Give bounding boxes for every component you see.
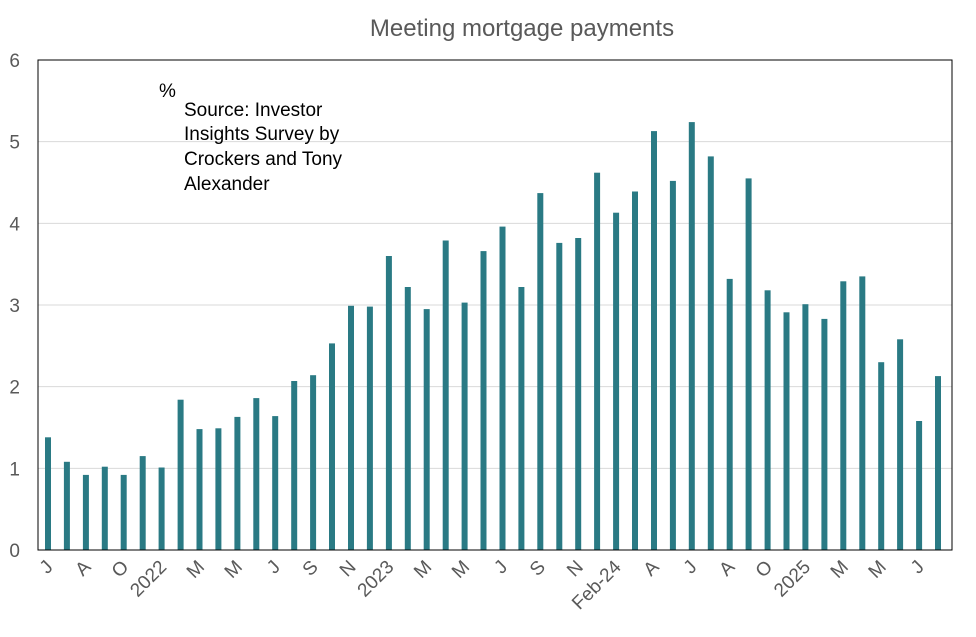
y-tick-label: 2 — [9, 378, 20, 399]
bar — [101, 466, 108, 550]
bar — [537, 193, 544, 550]
bar — [348, 305, 354, 550]
bar — [556, 242, 563, 550]
bar — [632, 191, 638, 550]
bar — [575, 238, 582, 550]
bar — [234, 416, 241, 550]
bar — [859, 276, 866, 550]
x-tick-label: N — [563, 557, 588, 582]
bars — [45, 122, 941, 550]
bar — [423, 309, 430, 550]
x-tick-label: 2025 — [770, 557, 815, 602]
bar — [404, 287, 411, 550]
y-tick-label: 1 — [9, 459, 20, 480]
bar — [499, 226, 506, 550]
y-tick-label: 0 — [9, 541, 20, 562]
y-tick-label: 5 — [9, 133, 20, 154]
bar — [177, 399, 184, 550]
bar — [329, 343, 335, 550]
bar — [707, 156, 714, 550]
bar — [935, 376, 941, 550]
bar — [726, 278, 733, 550]
chart-title: Meeting mortgage payments — [370, 15, 674, 42]
bar — [594, 172, 601, 550]
bar — [253, 398, 260, 550]
bar — [821, 318, 828, 550]
bar — [366, 306, 373, 550]
x-tick-label: M — [865, 557, 891, 583]
x-tick-label: A — [715, 556, 739, 580]
bar — [840, 281, 847, 550]
bar — [651, 131, 657, 550]
y-axis-unit-label: % — [159, 81, 176, 102]
bar — [764, 290, 771, 550]
y-tick-label: 4 — [9, 214, 20, 235]
source-note-line-1: Source: Investor — [184, 100, 323, 121]
bar — [518, 287, 525, 550]
x-tick-label: M — [827, 557, 853, 583]
bar — [878, 362, 885, 550]
bar — [272, 416, 279, 550]
x-tick-label: 2022 — [126, 557, 171, 602]
x-tick-label: O — [752, 557, 777, 582]
bar — [688, 122, 695, 550]
bar — [745, 178, 752, 550]
bar — [215, 428, 222, 550]
y-tick-label: 6 — [9, 51, 20, 72]
x-tick-label: S — [299, 557, 323, 581]
x-tick-label: M — [183, 557, 209, 583]
source-note-line-4: Alexander — [184, 174, 270, 195]
x-tick-label: M — [448, 557, 474, 583]
source-note-line-2: Insights Survey by — [184, 124, 340, 145]
bar — [897, 339, 904, 550]
source-note-line-3: Crockers and Tony — [184, 149, 343, 170]
x-tick-label: J — [907, 557, 929, 579]
y-tick-label: 3 — [9, 296, 20, 317]
bar — [613, 212, 620, 550]
bar — [480, 251, 487, 550]
x-tick-label: O — [108, 557, 133, 582]
bar — [916, 421, 923, 550]
x-tick-label: A — [640, 556, 664, 580]
x-tick-label: J — [36, 557, 58, 579]
bar — [120, 474, 127, 550]
bar — [442, 240, 449, 550]
x-tick-label: M — [410, 557, 436, 583]
bar — [45, 437, 51, 550]
plot-frame — [37, 59, 953, 551]
bar — [385, 256, 392, 550]
bar — [82, 474, 89, 550]
bar — [669, 180, 676, 550]
bar — [158, 467, 165, 550]
x-tick-label: 2023 — [354, 557, 399, 602]
x-tick-label: M — [221, 557, 247, 583]
x-tick-label: J — [680, 557, 702, 579]
bar — [291, 381, 298, 550]
bar — [310, 375, 317, 550]
x-tick-label: J — [490, 557, 512, 579]
bar — [783, 312, 790, 550]
bar — [139, 456, 146, 550]
bar — [63, 461, 70, 550]
bar — [196, 429, 203, 550]
bar — [802, 304, 809, 550]
y-axis-ticks: 0 1 2 3 4 5 6 — [9, 51, 20, 562]
x-tick-label: N — [336, 557, 361, 582]
bar — [461, 302, 468, 550]
x-tick-label: A — [72, 556, 96, 580]
x-tick-label: S — [526, 557, 550, 581]
gridlines — [38, 141, 952, 469]
x-tick-label: J — [263, 557, 285, 579]
